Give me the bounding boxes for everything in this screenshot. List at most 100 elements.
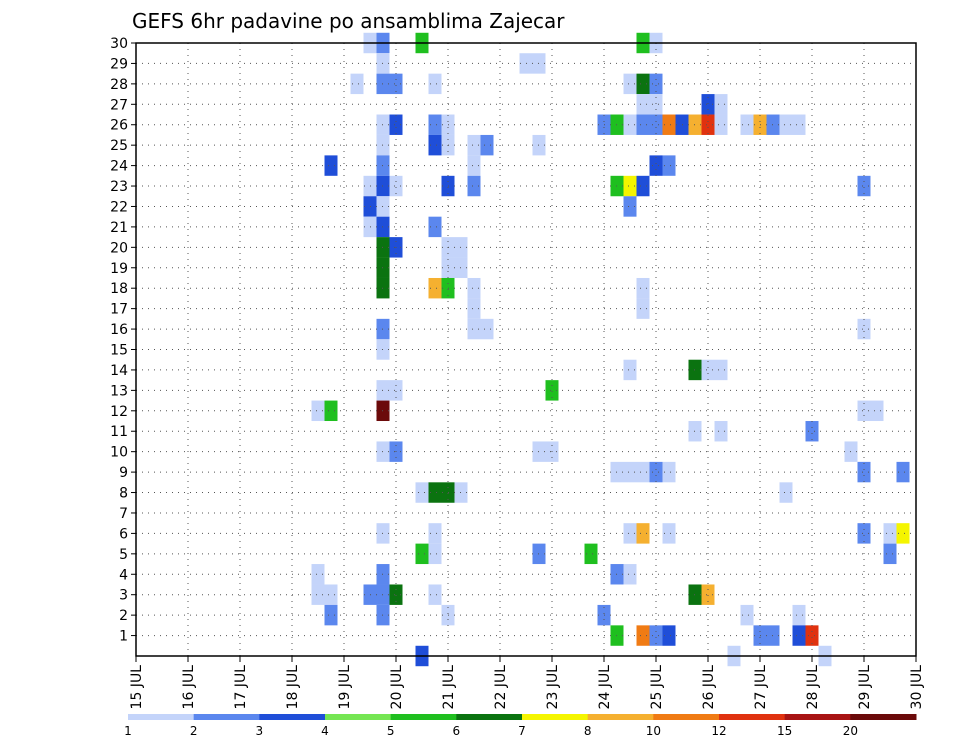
heatmap-cell <box>623 114 637 135</box>
heatmap-cell <box>311 400 325 422</box>
y-tick-label: 6 <box>119 526 128 542</box>
legend-label: 4 <box>321 724 329 738</box>
heatmap-cell <box>428 73 442 95</box>
legend-swatch <box>456 714 523 720</box>
x-tick-label: 19 JUL <box>337 665 353 710</box>
heatmap-cell <box>857 461 871 483</box>
heatmap-cell <box>857 175 871 197</box>
heatmap-cell <box>792 114 806 135</box>
x-tick-label: 29 JUL <box>857 665 873 710</box>
heatmap-cell <box>662 461 676 483</box>
y-tick-label: 14 <box>110 363 128 379</box>
y-tick-label: 3 <box>119 588 128 604</box>
heatmap-cell <box>701 94 715 115</box>
heatmap-cell <box>714 114 728 135</box>
x-tick-label: 18 JUL <box>285 665 301 710</box>
heatmap-cell <box>740 114 754 135</box>
heatmap-cell <box>649 625 663 646</box>
heatmap-cell <box>636 298 650 319</box>
y-axis: 1234567891011121314151617181920212223242… <box>110 36 136 645</box>
heatmap-cell <box>623 564 637 585</box>
heatmap-cell <box>389 73 403 95</box>
heatmap-cell <box>636 523 650 544</box>
heatmap-cell <box>389 114 403 135</box>
legend-swatch <box>390 714 457 720</box>
legend-label: 3 <box>256 724 264 738</box>
heatmap-cell <box>857 523 871 544</box>
heatmap-cell <box>701 114 715 135</box>
x-tick-label: 21 JUL <box>441 665 457 710</box>
color-legend: 1 2 3 4 5 6 7 8 10 12 15 20 <box>124 714 917 738</box>
y-tick-label: 11 <box>110 424 128 440</box>
heatmap-cell <box>636 114 650 135</box>
heatmap-cell <box>467 277 481 299</box>
legend-swatch <box>522 714 589 720</box>
heatmap-cell <box>792 625 806 646</box>
legend-swatch <box>193 714 260 720</box>
heatmap-cell <box>428 114 442 135</box>
x-tick-label: 23 JUL <box>545 665 561 710</box>
legend-swatch <box>587 714 654 720</box>
heatmap-cell <box>480 134 494 156</box>
heatmap-cell <box>467 155 481 176</box>
heatmap-cell <box>623 73 637 95</box>
heatmap-cell <box>896 523 910 544</box>
heatmap-cell <box>428 543 442 565</box>
y-tick-label: 8 <box>119 486 128 502</box>
heatmap-cell <box>662 114 676 135</box>
heatmap-cell <box>883 523 897 544</box>
heatmap-cell <box>701 584 715 605</box>
heatmap-cell <box>623 523 637 544</box>
x-tick-label: 27 JUL <box>753 665 769 710</box>
heatmap-cell <box>311 564 325 585</box>
heatmap-cell <box>480 318 494 340</box>
y-tick-label: 19 <box>110 261 128 277</box>
legend-swatch <box>850 714 917 720</box>
heatmap-cell <box>324 604 338 626</box>
heatmap-cell <box>324 584 338 605</box>
x-tick-label: 30 JUL <box>909 665 925 710</box>
heatmap-cell <box>623 461 637 483</box>
y-tick-label: 18 <box>110 281 128 297</box>
legend-label: 2 <box>190 724 198 738</box>
heatmap-cell <box>636 94 650 115</box>
legend-label: 5 <box>387 724 395 738</box>
heatmap-cell <box>662 523 676 544</box>
x-tick-label: 17 JUL <box>233 665 249 710</box>
y-tick-label: 12 <box>110 404 128 420</box>
heatmap-cell <box>324 400 338 422</box>
heatmap-cell <box>714 421 728 442</box>
heatmap-cell <box>623 359 637 381</box>
y-tick-label: 30 <box>110 36 128 52</box>
y-tick-label: 27 <box>110 97 128 113</box>
heatmap-cell <box>584 543 598 565</box>
heatmap-cell <box>714 359 728 381</box>
legend-label: 12 <box>711 724 726 738</box>
heatmap-cell <box>649 461 663 483</box>
x-tick-label: 16 JUL <box>181 665 197 710</box>
heatmap-cell <box>623 175 637 197</box>
y-tick-label: 15 <box>110 343 128 359</box>
heatmap-cell <box>428 584 442 605</box>
heatmap-cell <box>714 94 728 115</box>
y-tick-label: 20 <box>110 240 128 256</box>
heatmap-cell <box>389 584 403 605</box>
legend-label: 20 <box>843 724 858 738</box>
heatmap-cell <box>636 175 650 197</box>
heatmap-cell <box>649 73 663 95</box>
heatmap-cell <box>636 277 650 299</box>
heatmap-cell <box>467 318 481 340</box>
legend-label: 7 <box>518 724 526 738</box>
y-tick-label: 21 <box>110 220 128 236</box>
y-tick-label: 23 <box>110 179 128 195</box>
y-tick-label: 9 <box>119 465 128 481</box>
legend-swatch <box>784 714 851 720</box>
y-tick-label: 16 <box>110 322 128 338</box>
y-tick-label: 4 <box>119 567 128 583</box>
y-tick-label: 26 <box>110 118 128 134</box>
heatmap-cell <box>350 73 364 95</box>
heatmap-cell <box>415 543 429 565</box>
heatmap-cell <box>870 400 884 422</box>
heatmap-cell <box>623 196 637 217</box>
